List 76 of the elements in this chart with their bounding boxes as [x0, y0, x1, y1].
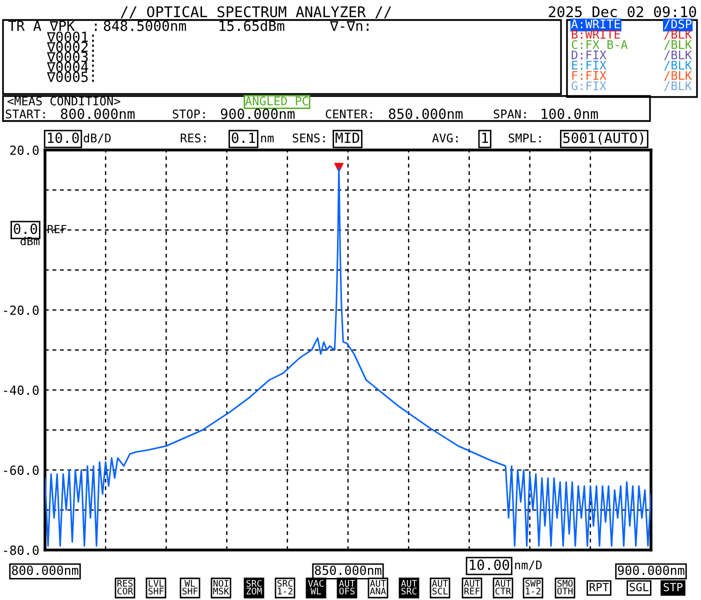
text: CENTER:	[326, 110, 372, 118]
text: SRC 1-2	[277, 580, 292, 594]
text: ∇-∇n:	[330, 21, 368, 31]
text: ∇0003:	[46, 52, 94, 62]
y-tick-label: -80.0	[4, 546, 39, 555]
text: SGL	[630, 582, 649, 592]
text: ∇0004:	[46, 62, 94, 72]
text: 900.000nm	[220, 108, 295, 120]
text: 848.5000nm	[104, 20, 186, 32]
text: /DSP	[664, 20, 692, 30]
text: STOP:	[172, 110, 205, 118]
text: SMO OTH	[557, 580, 573, 595]
text: ∇0001:	[46, 32, 94, 42]
text: 100.0nm	[542, 108, 598, 120]
text: C:FX B-A	[572, 40, 628, 50]
chart-title: // OPTICAL SPECTRUM ANALYZER //	[120, 6, 392, 18]
text: /BLK	[664, 81, 692, 92]
text: 0.0	[14, 224, 38, 234]
text: 850.000nm	[388, 108, 463, 120]
text: ANGLED PC	[245, 96, 308, 106]
text: SRC ZOM	[246, 580, 262, 595]
text: nm	[261, 136, 274, 142]
y-tick-label: 20.0	[10, 146, 39, 155]
text: RPT	[590, 582, 609, 592]
y-tick-label: -20.0	[4, 306, 39, 315]
text: nm/D	[515, 560, 542, 570]
text: LVL SHF	[148, 580, 164, 595]
text: AUT ANA	[370, 580, 386, 594]
text: 0.1	[232, 132, 256, 144]
text: /BLK	[664, 50, 692, 60]
text: AUT SCL	[432, 580, 448, 595]
text: RES:	[180, 134, 206, 142]
text: STP	[664, 582, 683, 592]
text: <MEAS CONDITION>	[8, 96, 120, 106]
text: WL SHF	[182, 580, 198, 595]
text: F:FIX	[572, 71, 606, 80]
y-tick-label: -40.0	[4, 386, 39, 395]
text: 5001(AUTO)	[563, 132, 644, 145]
x-tick-label: 900.000nm	[618, 566, 684, 576]
text: SWP 1-2	[525, 580, 541, 594]
x-tick-label: 800.000nm	[12, 566, 78, 576]
text: VAC WL	[308, 580, 324, 594]
text: 800.000nm	[60, 108, 135, 120]
text: /BLK	[664, 60, 692, 71]
text: TR A ∇PK :	[8, 20, 97, 31]
text: /BLK	[664, 40, 692, 50]
text: AUT CTR	[495, 580, 512, 595]
y-tick-label: -60.0	[4, 466, 39, 475]
text: START:	[6, 110, 45, 118]
x-tick-label: 850.000nm	[314, 566, 382, 576]
text: 10.00	[470, 560, 510, 570]
text: 1	[482, 132, 488, 143]
text: A:WRITE	[571, 20, 620, 28]
text: 2025 Dec 02 09:10	[548, 6, 696, 18]
text: RES COR	[117, 580, 134, 595]
text: SENS:	[292, 134, 325, 142]
text: /BLK	[664, 71, 692, 81]
text: ∇0002:	[46, 42, 94, 52]
text: AVG:	[432, 134, 458, 142]
text: SMPL:	[508, 134, 541, 142]
text: 10.0	[48, 132, 79, 144]
text: E:FIX	[572, 60, 606, 70]
text: AUT SRC	[401, 580, 417, 595]
text: MID	[336, 132, 360, 143]
annotation: REF	[48, 224, 66, 234]
text: AUT REF	[464, 580, 480, 594]
text: NOI MSK	[213, 580, 230, 595]
text: 15.65dBm	[220, 20, 284, 32]
text: SPAN:	[494, 110, 526, 118]
text: dB/D	[84, 133, 111, 144]
text: /BLK	[664, 30, 692, 40]
text: D:FIX	[572, 50, 606, 60]
text: B:WRITE	[572, 30, 620, 39]
text: AUT OFS	[339, 580, 355, 595]
text: ∇0005:	[46, 72, 94, 82]
text: G:FIX	[572, 81, 606, 90]
